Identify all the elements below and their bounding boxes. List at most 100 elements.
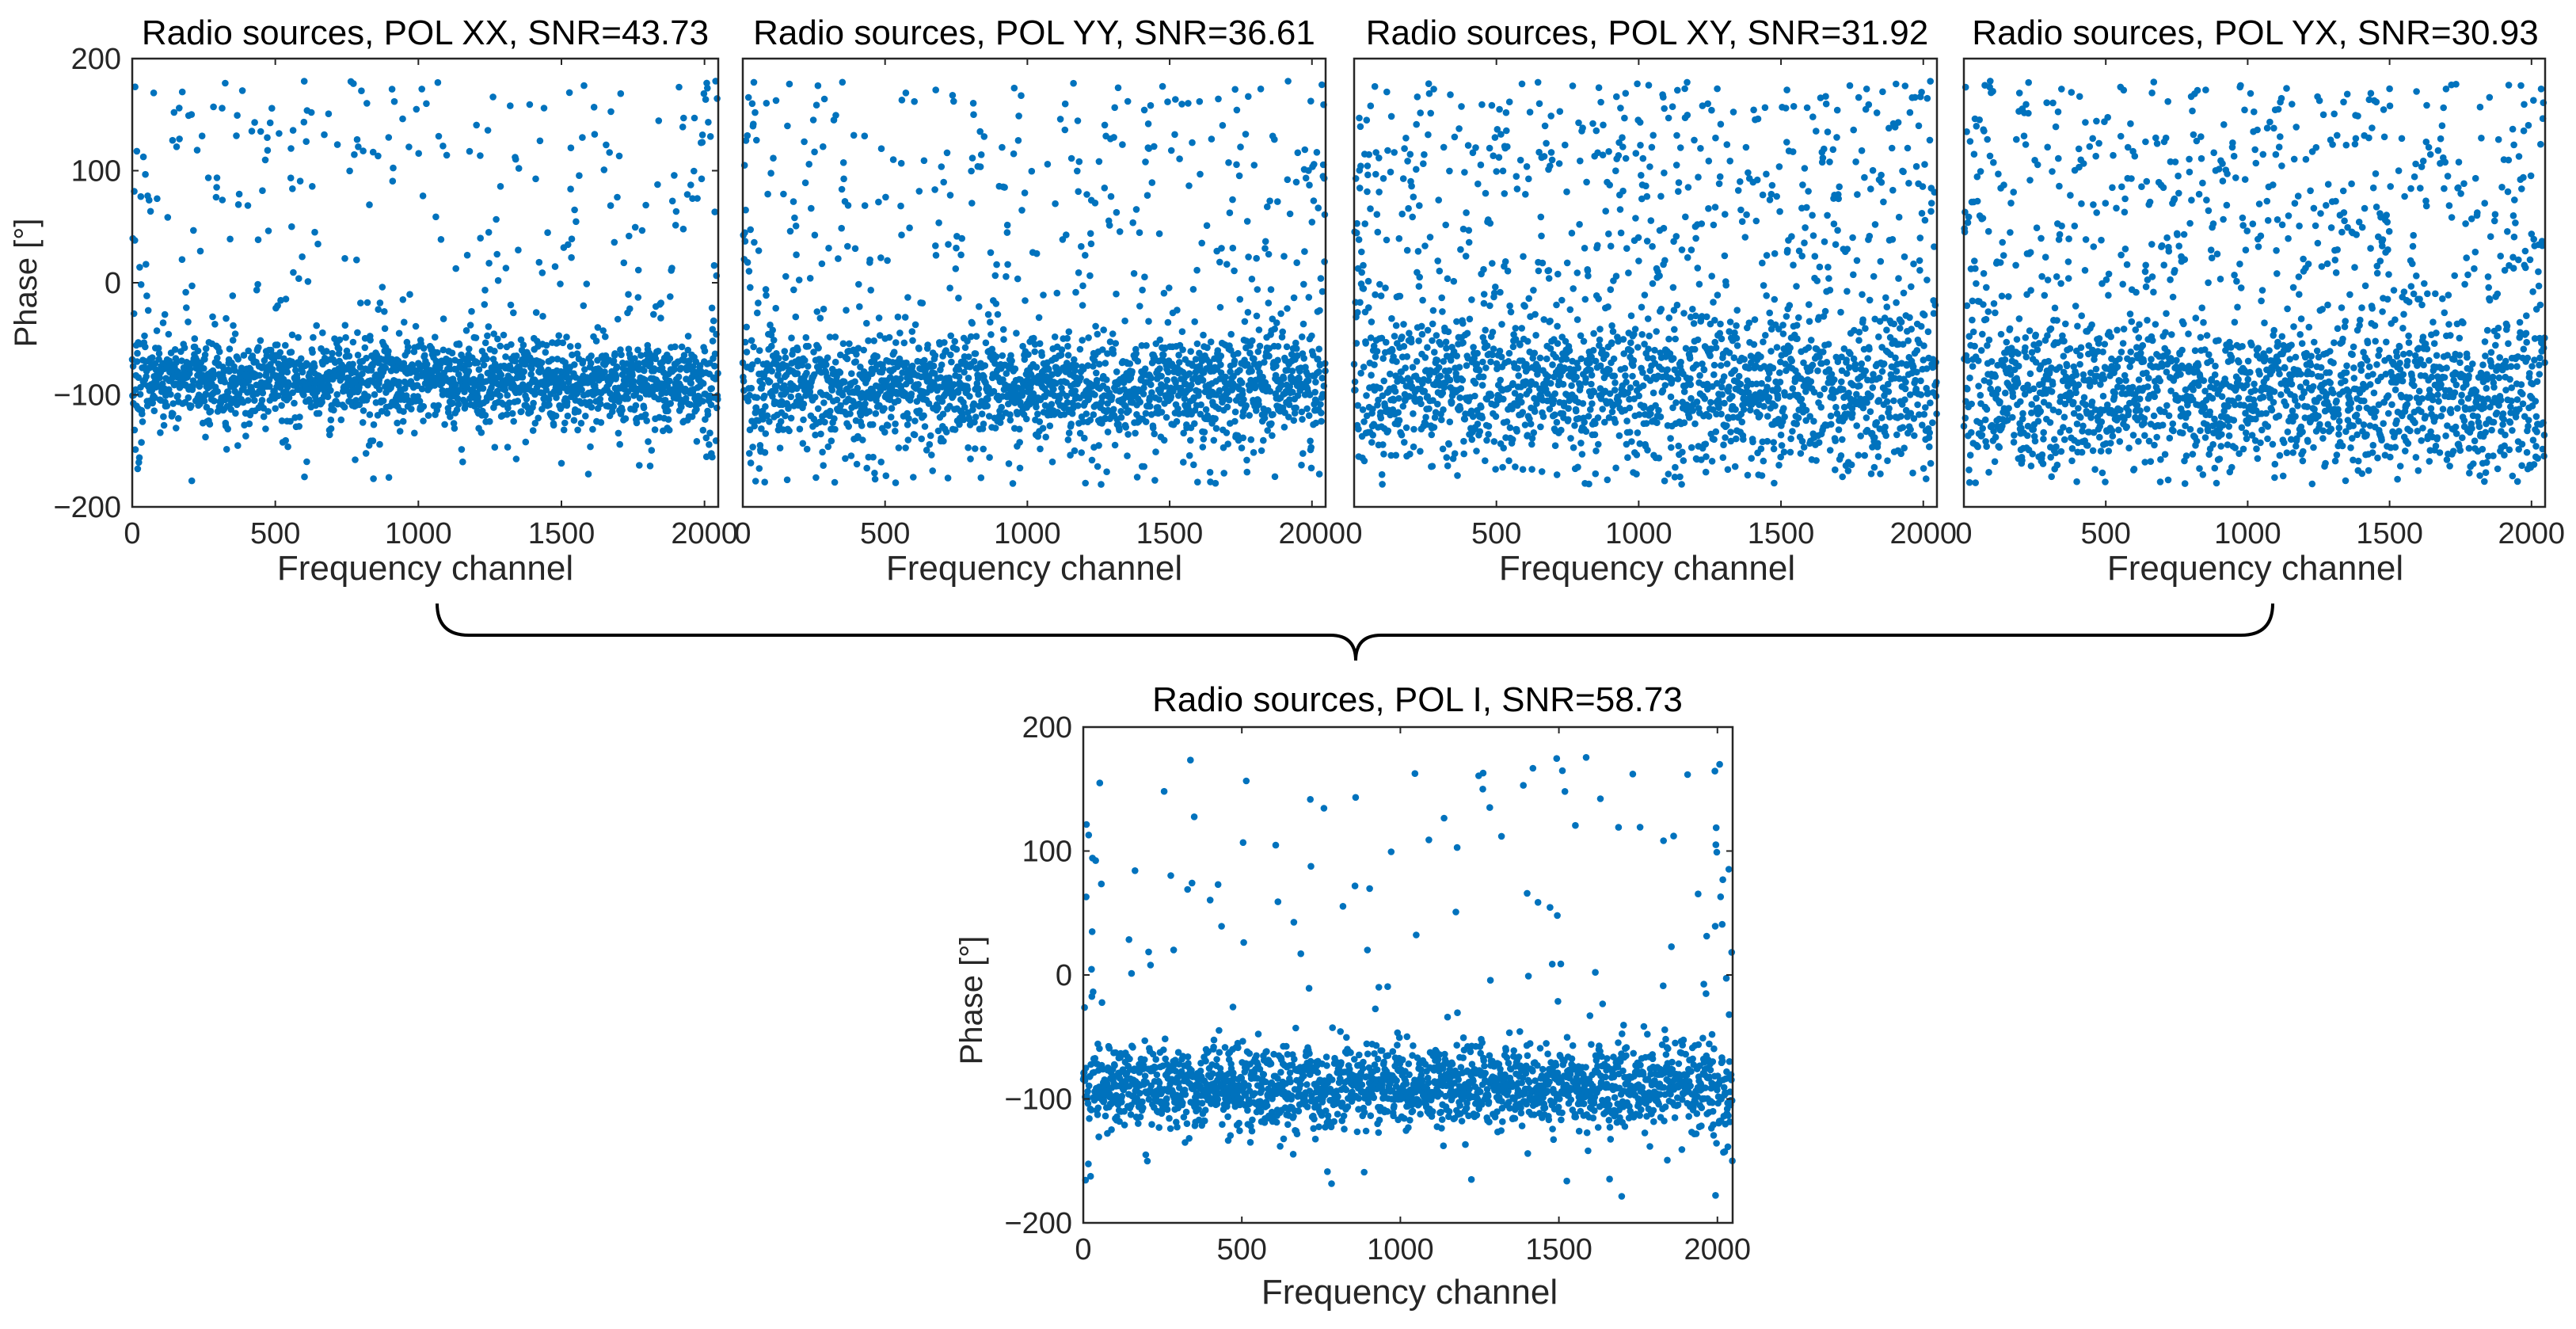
data-point [1315,470,1323,478]
data-point [1176,155,1183,162]
data-point [831,425,839,433]
data-point [489,93,497,101]
data-point [1312,379,1319,386]
data-point [295,333,302,341]
data-point [749,444,756,451]
data-point [1018,207,1025,214]
data-point [1435,364,1443,371]
data-point [1554,322,1561,330]
data-point [853,460,861,468]
data-point [889,156,897,163]
data-point [1189,139,1196,147]
data-point [163,402,170,409]
data-point [1520,253,1527,261]
data-point [1459,320,1467,327]
data-point [831,415,838,422]
data-point [1514,364,1521,372]
data-point [207,408,215,415]
data-point [1453,352,1460,360]
data-point [1566,306,1574,314]
data-point [1136,229,1143,237]
data-point [1021,189,1029,196]
scatter-points [1350,78,1940,488]
data-point [671,172,678,179]
data-point [1036,340,1044,348]
data-point [1461,169,1468,176]
data-point [222,79,229,87]
data-point [394,419,401,427]
data-point [1082,479,1089,487]
data-point [210,103,217,111]
data-point [1444,328,1452,336]
data-point [1456,405,1464,413]
data-point [1478,101,1486,109]
data-point [486,417,493,425]
data-point [299,368,306,376]
data-point [1429,307,1437,314]
data-point [1436,372,1444,380]
data-point [1543,355,1551,363]
data-point [189,377,197,385]
data-point [396,428,404,435]
data-point [1195,388,1202,395]
data-point [539,313,546,320]
data-point [1400,343,1408,350]
data-point [1061,100,1069,108]
data-point [371,390,379,398]
data-point [1504,267,1512,275]
data-point [947,351,954,359]
data-point [839,159,847,166]
data-point [710,261,718,269]
data-point [1086,230,1094,238]
data-point [839,340,847,348]
data-point [640,404,648,412]
data-point [1159,82,1166,90]
data-point [1474,421,1482,428]
data-point [1421,354,1429,361]
data-point [493,250,500,258]
data-point [321,131,328,139]
data-point [518,408,525,415]
data-point [1551,442,1559,449]
data-point [835,255,842,262]
data-point [1236,295,1244,303]
data-point [1124,431,1132,438]
data-point [976,163,984,170]
data-point [310,363,318,371]
data-point [540,105,548,112]
data-point [1164,98,1171,105]
data-point [1408,182,1415,190]
data-point [1158,372,1165,380]
data-point [1121,317,1128,325]
data-point [1196,97,1204,105]
data-point [1439,445,1447,453]
data-point [1453,318,1460,326]
data-point [434,78,442,86]
data-point [262,425,269,432]
data-point [188,477,196,485]
data-point [485,323,493,330]
data-point [1245,253,1252,261]
data-point [915,345,923,352]
data-point [1364,162,1372,169]
data-point [791,214,798,222]
data-point [1429,320,1436,328]
data-point [1586,359,1593,367]
data-point [678,343,686,351]
data-point [1240,396,1247,403]
data-point [976,303,983,310]
data-point [1574,364,1582,371]
data-point [1244,309,1252,316]
data-point [1506,424,1514,432]
data-point [1528,466,1535,473]
data-point [481,287,489,294]
data-point [1301,248,1308,255]
data-point [1132,206,1140,213]
data-point [1391,149,1398,156]
data-point [616,440,623,448]
data-point [943,149,951,157]
data-point [1485,431,1492,438]
data-point [418,86,425,93]
data-point [951,337,958,345]
